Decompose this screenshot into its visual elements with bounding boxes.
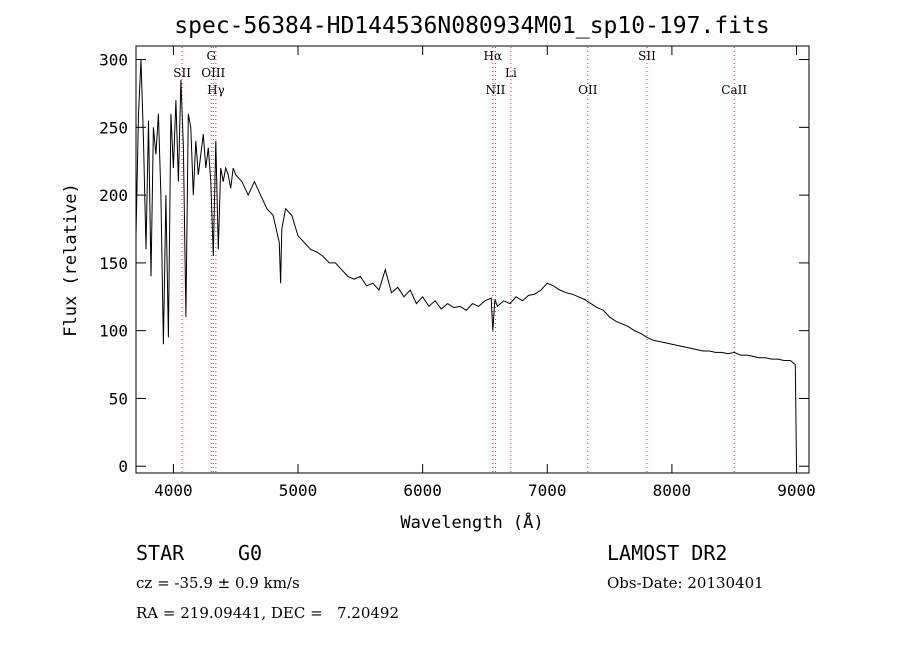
chart-title: spec-56384-HD144536N080934M01_sp10-197.f… xyxy=(174,13,769,39)
x-tick-label: 6000 xyxy=(403,481,442,500)
spectrum-line xyxy=(135,59,797,467)
line-label: SII xyxy=(638,49,656,63)
y-tick-label: 0 xyxy=(118,457,128,476)
y-tick-label: 50 xyxy=(109,389,128,408)
y-tick-label: 200 xyxy=(99,186,128,205)
y-tick-label: 100 xyxy=(99,322,128,341)
x-tick-label: 9000 xyxy=(777,481,816,500)
y-tick-label: 250 xyxy=(99,118,128,137)
coordinates: RA = 219.09441, DEC = 7.20492 xyxy=(136,604,400,622)
y-axis-label: Flux (relative) xyxy=(61,183,81,337)
x-axis-label: Wavelength (Å) xyxy=(400,511,543,533)
line-label: OIII xyxy=(201,66,225,80)
plot-frame xyxy=(135,45,810,474)
line-label: Hγ xyxy=(207,83,225,97)
line-label: SII xyxy=(173,66,191,80)
line-label: Hα xyxy=(484,49,503,63)
line-label: OII xyxy=(578,83,598,97)
y-tick-label: 150 xyxy=(99,254,128,273)
x-tick-label: 5000 xyxy=(279,481,318,500)
line-label: Li xyxy=(505,66,517,80)
line-label: CaII xyxy=(721,83,747,97)
axis-ticks: 4000 5000 6000 7000 8000 9000 0 50 100 150 200 250 3… xyxy=(99,46,816,500)
x-tick-label: 7000 xyxy=(528,481,567,500)
x-tick-label: 4000 xyxy=(154,481,193,500)
survey-name: LAMOST DR2 xyxy=(607,541,728,565)
line-label: G xyxy=(206,49,216,63)
redshift-value: cz = -35.9 ± 0.9 km/s xyxy=(136,574,300,592)
plot-area xyxy=(135,59,797,467)
y-tick-label: 300 xyxy=(99,51,128,70)
object-class: STAR xyxy=(136,541,185,565)
x-tick-label: 8000 xyxy=(653,481,692,500)
observation-date: Obs-Date: 20130401 xyxy=(607,574,764,592)
object-subclass: G0 xyxy=(238,541,263,565)
line-label: NII xyxy=(485,83,505,97)
